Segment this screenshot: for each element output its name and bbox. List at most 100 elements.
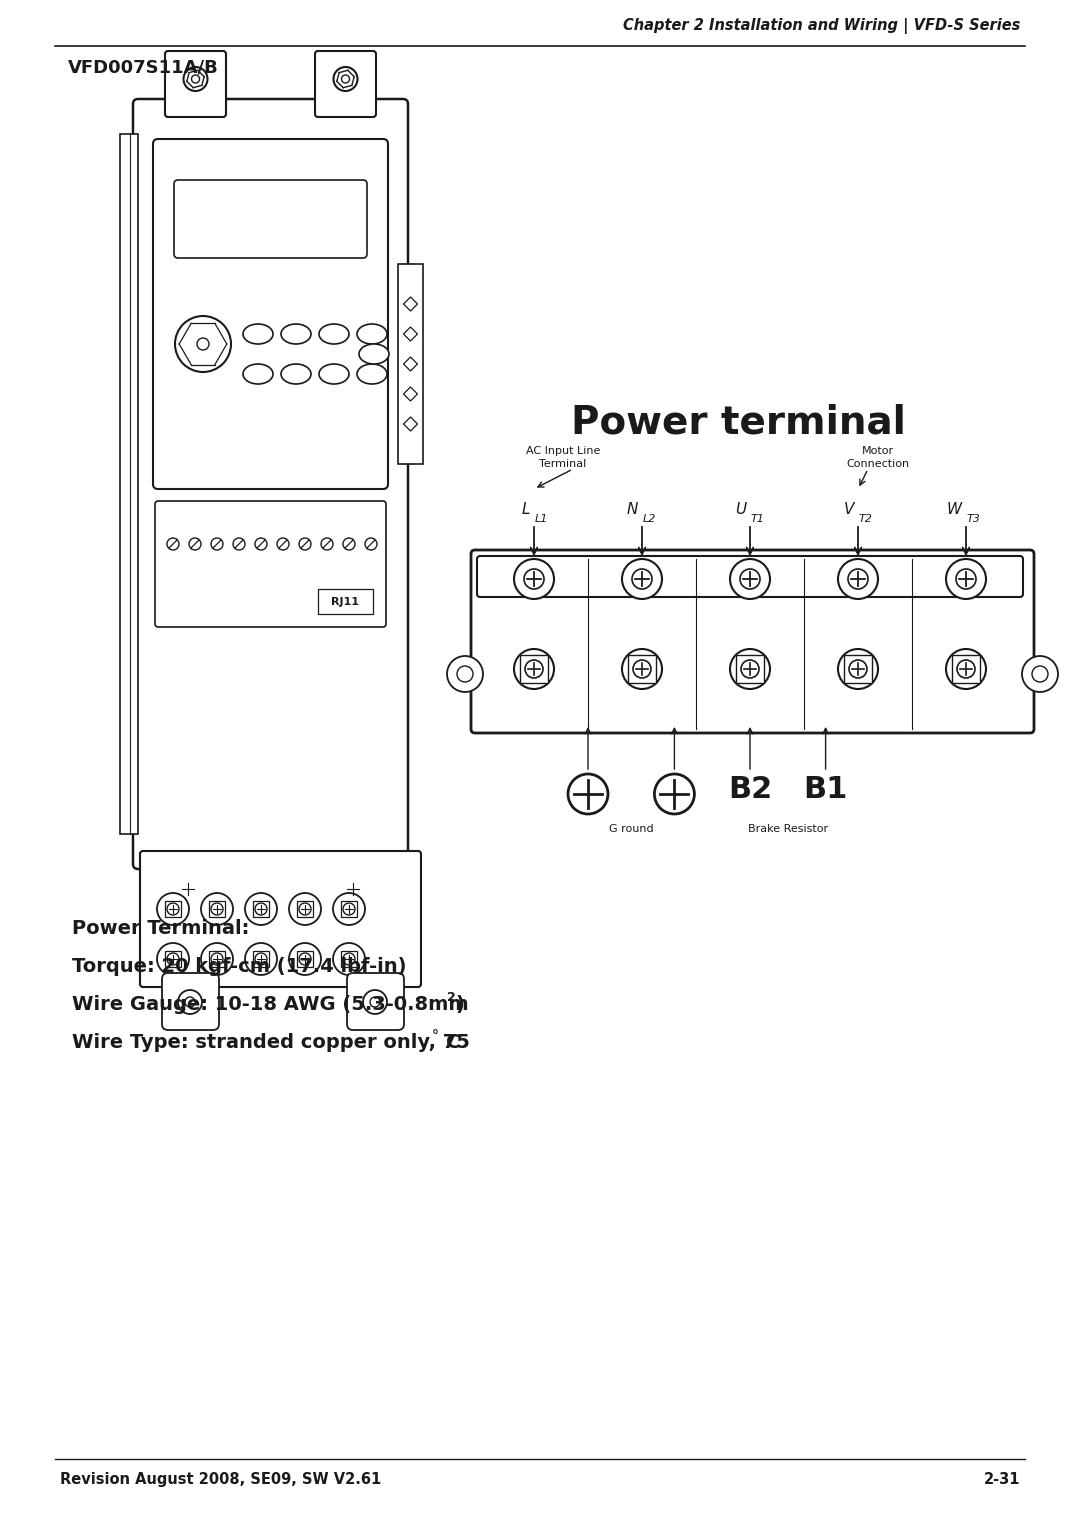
Text: C: C: [446, 1032, 460, 1052]
Bar: [297, 900, 313, 917]
Text: Terminal: Terminal: [539, 459, 586, 469]
Circle shape: [175, 316, 231, 373]
Bar: [627, 655, 656, 683]
Ellipse shape: [319, 324, 349, 344]
Circle shape: [457, 666, 473, 683]
Circle shape: [299, 953, 311, 965]
Text: W: W: [947, 502, 962, 517]
Text: °: °: [432, 1029, 438, 1043]
Text: T3: T3: [967, 514, 981, 525]
Text: Brake Resistor: Brake Resistor: [747, 824, 828, 834]
Circle shape: [211, 904, 222, 914]
Circle shape: [189, 538, 201, 551]
FancyBboxPatch shape: [153, 140, 388, 489]
Circle shape: [211, 538, 222, 551]
Circle shape: [946, 558, 986, 598]
Text: Wire Type: stranded copper only, 75: Wire Type: stranded copper only, 75: [72, 1032, 470, 1052]
Circle shape: [568, 775, 608, 815]
Circle shape: [633, 660, 651, 678]
Polygon shape: [404, 387, 418, 400]
Circle shape: [370, 997, 380, 1006]
Circle shape: [179, 881, 197, 897]
Circle shape: [333, 943, 365, 976]
Circle shape: [276, 538, 289, 551]
Circle shape: [622, 558, 662, 598]
Text: Torque: 20 kgf-cm (17.4 lbf-in): Torque: 20 kgf-cm (17.4 lbf-in): [72, 957, 406, 976]
Circle shape: [157, 893, 189, 925]
FancyBboxPatch shape: [133, 100, 408, 868]
Circle shape: [1022, 657, 1058, 692]
Circle shape: [321, 538, 333, 551]
Bar: [843, 655, 872, 683]
Bar: [297, 951, 313, 966]
Circle shape: [191, 75, 200, 83]
Bar: [951, 655, 980, 683]
Circle shape: [632, 569, 652, 589]
Circle shape: [365, 538, 377, 551]
Circle shape: [524, 569, 544, 589]
Text: 2: 2: [447, 991, 456, 1003]
Text: N: N: [626, 502, 638, 517]
Circle shape: [1032, 666, 1048, 683]
Circle shape: [514, 558, 554, 598]
Text: VFD007S11A/B: VFD007S11A/B: [68, 58, 219, 77]
Text: ): ): [455, 996, 464, 1014]
FancyBboxPatch shape: [165, 51, 226, 117]
Text: B1: B1: [804, 775, 848, 804]
Polygon shape: [404, 298, 418, 311]
Circle shape: [289, 893, 321, 925]
Circle shape: [185, 997, 195, 1006]
Text: V: V: [843, 502, 854, 517]
Polygon shape: [404, 417, 418, 431]
Circle shape: [447, 657, 483, 692]
Text: Chapter 2 Installation and Wiring | VFD-S Series: Chapter 2 Installation and Wiring | VFD-…: [623, 18, 1020, 34]
Ellipse shape: [359, 344, 389, 364]
Polygon shape: [404, 357, 418, 371]
Bar: [341, 900, 357, 917]
Text: Power terminal: Power terminal: [570, 403, 905, 442]
Text: L2: L2: [643, 514, 657, 525]
Circle shape: [245, 893, 276, 925]
Bar: [210, 900, 225, 917]
Ellipse shape: [243, 324, 273, 344]
Bar: [399, 264, 423, 463]
FancyBboxPatch shape: [477, 555, 1023, 597]
Circle shape: [255, 953, 267, 965]
Circle shape: [335, 871, 372, 907]
Text: Motor: Motor: [862, 446, 894, 456]
Circle shape: [946, 649, 986, 689]
Text: T1: T1: [751, 514, 765, 525]
Text: T2: T2: [859, 514, 873, 525]
FancyBboxPatch shape: [471, 551, 1034, 733]
Circle shape: [333, 893, 365, 925]
Circle shape: [167, 538, 179, 551]
Circle shape: [201, 943, 233, 976]
Text: AC Input Line: AC Input Line: [526, 446, 600, 456]
FancyBboxPatch shape: [315, 51, 376, 117]
Text: G round: G round: [609, 824, 653, 834]
Circle shape: [233, 538, 245, 551]
Circle shape: [957, 660, 975, 678]
FancyBboxPatch shape: [140, 851, 421, 986]
Text: Revision August 2008, SE09, SW V2.61: Revision August 2008, SE09, SW V2.61: [60, 1473, 381, 1486]
Circle shape: [343, 538, 355, 551]
FancyBboxPatch shape: [347, 973, 404, 1029]
Circle shape: [167, 904, 179, 914]
Circle shape: [184, 67, 207, 91]
Circle shape: [299, 904, 311, 914]
Circle shape: [178, 989, 202, 1014]
Bar: [210, 951, 225, 966]
Circle shape: [525, 660, 543, 678]
Circle shape: [299, 538, 311, 551]
Circle shape: [157, 943, 189, 976]
Bar: [519, 655, 548, 683]
FancyBboxPatch shape: [174, 179, 367, 258]
Circle shape: [334, 67, 357, 91]
Bar: [120, 133, 138, 834]
Text: U: U: [734, 502, 746, 517]
Circle shape: [838, 558, 878, 598]
Circle shape: [363, 989, 387, 1014]
Circle shape: [622, 649, 662, 689]
Ellipse shape: [357, 364, 387, 384]
Text: B2: B2: [728, 775, 772, 804]
